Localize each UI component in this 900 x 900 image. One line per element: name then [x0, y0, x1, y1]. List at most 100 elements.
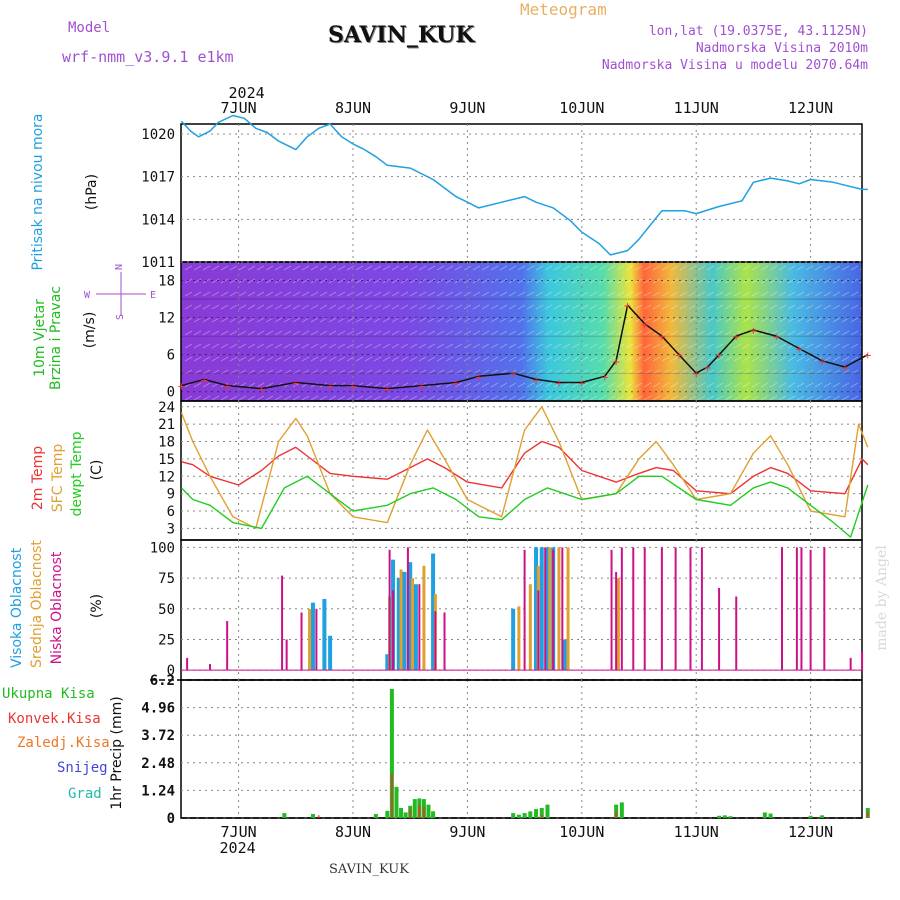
wind-barb: [517, 330, 526, 336]
wind-barb: [337, 317, 346, 323]
wind-barb: [742, 343, 751, 349]
cloud-bar-low: [735, 596, 738, 671]
wind-barb: [400, 356, 409, 362]
cloud-bar-mid: [422, 565, 426, 671]
tick-label-temp: 24: [158, 400, 175, 416]
wind-barb: [706, 291, 715, 297]
wind-barb: [805, 382, 814, 388]
compass-s: S: [115, 314, 126, 320]
wind-barb: [760, 356, 769, 362]
meteogram-label: Meteogram: [520, 0, 607, 19]
wind-speed-line: [181, 304, 869, 390]
wind-barb: [256, 304, 265, 310]
wind-barb: [571, 395, 580, 401]
wind-barb: [616, 304, 625, 310]
wind-barb: [787, 278, 796, 284]
wind-barb: [598, 265, 607, 271]
wind-barb: [841, 382, 850, 388]
wind-barb: [382, 395, 391, 401]
wind-barb: [211, 278, 220, 284]
wind-barb: [841, 278, 850, 284]
day-label-top: 12JUN: [788, 99, 833, 117]
wind-barb: [283, 343, 292, 349]
wind-barb: [859, 291, 868, 297]
precip-legend-konvek: Konvek.Kisa: [8, 711, 101, 727]
wind-barb: [535, 265, 544, 271]
precip-bar-convective: [866, 811, 869, 818]
wind-barb: [391, 304, 400, 310]
cloud-bar-mid: [528, 584, 532, 671]
wind-barb: [220, 291, 229, 297]
wind-barb: [562, 382, 571, 388]
wind-barb: [778, 291, 787, 297]
wind-barb: [229, 265, 238, 271]
wind-barb: [400, 317, 409, 323]
wind-barb: [292, 356, 301, 362]
precip-bar-total: [534, 809, 539, 818]
cloud-bar-high: [431, 553, 436, 671]
wind-barb: [193, 369, 202, 375]
precip-bar-total: [539, 807, 544, 818]
cloud-bar-mid: [517, 606, 521, 671]
wind-barb: [463, 395, 472, 401]
wind-barb: [850, 330, 859, 336]
wind-barb: [643, 330, 652, 336]
wind-barb: [373, 382, 382, 388]
temp2m-line: [181, 440, 869, 495]
cloud-bar-high: [328, 635, 333, 671]
model-label: Model: [68, 20, 111, 36]
wind-barb: [517, 356, 526, 362]
cloud-bar-high: [402, 571, 407, 671]
cloud-bar-low: [406, 547, 409, 671]
wind-barb: [661, 265, 670, 271]
wind-barb: [841, 265, 850, 271]
wind-barb: [265, 356, 274, 362]
wind-barb: [229, 317, 238, 323]
wind-barb: [706, 369, 715, 375]
wind-barb: [607, 395, 616, 401]
wind-barb: [382, 265, 391, 271]
wind-barb: [238, 304, 247, 310]
wind-barb: [544, 330, 553, 336]
wind-barb: [859, 265, 868, 271]
wind-barb: [625, 265, 634, 271]
cloud-bar-low: [632, 547, 635, 671]
wind-barb: [238, 343, 247, 349]
wind-barb: [787, 291, 796, 297]
precip-bar-total: [373, 813, 378, 818]
wind-barb: [643, 382, 652, 388]
wind-barb: [841, 330, 850, 336]
wind-barb: [733, 369, 742, 375]
wind-barb: [346, 317, 355, 323]
wind-barb: [454, 395, 463, 401]
wind-barb: [445, 369, 454, 375]
wind-barb: [661, 304, 670, 310]
wind-barb: [499, 395, 508, 401]
wind-barb: [643, 304, 652, 310]
wind-gust-marker: +: [749, 326, 757, 337]
cloud-bar-mid: [548, 547, 552, 671]
wind-barb: [292, 382, 301, 388]
wind-barb: [427, 369, 436, 375]
wind-barb: [310, 330, 319, 336]
cloud-bar-low: [689, 547, 692, 671]
precip-bar-convective: [418, 804, 421, 818]
panel-frame-pres: [180, 123, 863, 263]
wind-barb: [625, 369, 634, 375]
cloud-bar-low: [781, 547, 783, 671]
model-value: wrf-nmm_v3.9.1 e1km: [62, 48, 234, 66]
cloud-bar-low: [718, 587, 721, 671]
wind-barb: [787, 317, 796, 323]
wind-barb: [589, 265, 598, 271]
cloud-bar-mid: [557, 547, 561, 671]
wind-gust-marker: +: [732, 332, 740, 343]
wind-barb: [391, 278, 400, 284]
wind-barb: [436, 356, 445, 362]
wind-barb: [256, 291, 265, 297]
wind-barb: [274, 369, 283, 375]
wind-barb: [589, 395, 598, 401]
wind-barb: [562, 330, 571, 336]
wind-gust-marker: +: [326, 382, 334, 393]
wind-barb: [202, 395, 211, 401]
model-altitude-label: Nadmorska Visina u modelu 2070.64m: [601, 58, 868, 73]
